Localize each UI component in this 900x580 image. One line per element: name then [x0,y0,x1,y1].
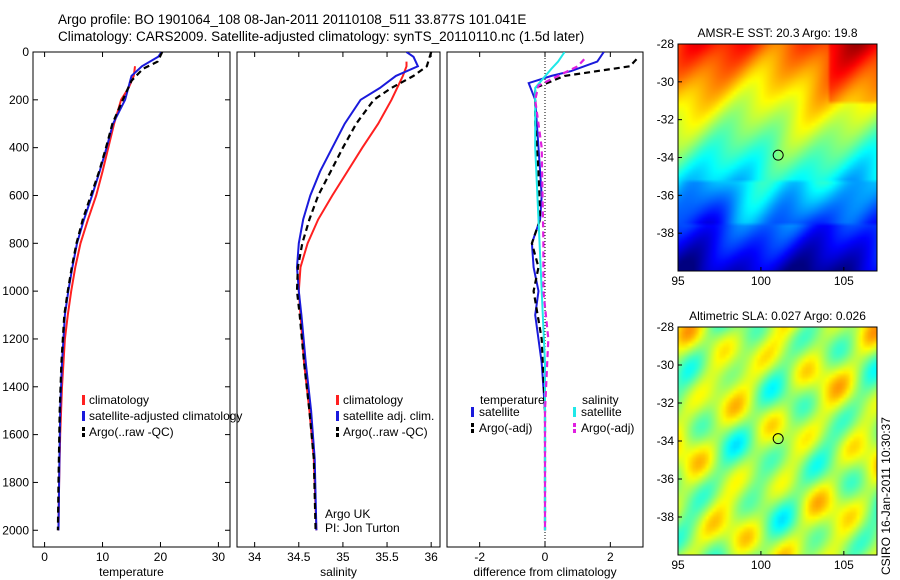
legend-marker [336,433,339,437]
x-tick-label: 0 [542,550,549,564]
legend-marker [336,411,339,421]
map-y-tick-label: -38 [657,510,675,524]
sla-map-title: Altimetric SLA: 0.027 Argo: 0.026 [689,309,866,323]
map-x-tick-label: 95 [671,274,685,288]
map-y-tick-label: -32 [657,113,675,127]
sst-map-raster [678,44,877,271]
map-x-tick-label: 95 [671,558,685,572]
y-tick-label: 1400 [2,380,29,394]
x-tick-label: 36 [424,550,438,564]
y-tick-label: 1200 [2,332,29,346]
legend-entry: Argo(-adj) [479,421,532,435]
legend-marker [573,407,576,417]
argo-location-marker [772,433,784,445]
map-y-tick-label: -30 [657,358,675,372]
y-tick-label: 400 [9,141,29,155]
figure-title-line1: Argo profile: BO 1901064_108 08-Jan-2011… [58,12,527,27]
map-y-tick-label: -36 [657,188,675,202]
legend-entry: satellite adj. clim. [343,409,434,423]
legend-entry: Argo(-adj) [581,421,634,435]
x-tick-label: 10 [96,550,110,564]
x-tick-label: 35 [336,550,350,564]
legend-title-temperature: temperature [480,393,545,407]
legend-marker [573,429,576,433]
legend-entry: satellite-adjusted climatology [89,409,242,423]
platform-annotation: Argo UK [325,507,370,521]
legend-marker [336,395,339,405]
x-tick-label: 0 [41,550,48,564]
map-y-tick-label: -28 [657,37,675,51]
map-x-tick-label: 105 [834,558,854,572]
series-line-satellite-adj-clim- [295,52,420,531]
legend-marker [471,423,474,427]
y-tick-label: 2000 [2,523,29,537]
legend-marker [471,429,474,433]
y-tick-label: 800 [9,236,29,250]
legend-marker [82,411,85,421]
legend-entry: satellite [479,405,520,419]
map-y-tick-label: -32 [657,396,675,410]
legend-entry: satellite [581,405,622,419]
y-tick-label: 200 [9,93,29,107]
map-x-tick-label: 105 [834,274,854,288]
x-axis-label: difference from climatology [473,565,616,579]
map-y-tick-label: -34 [657,151,675,165]
legend-title-salinity: salinity [582,393,619,407]
sla-map-raster [678,327,877,555]
series-line-argo-raw-qc- [56,52,164,531]
y-tick-label: 1000 [2,284,29,298]
map-y-tick-label: -34 [657,434,675,448]
x-axis-label: temperature [99,565,164,579]
legend-entry: Argo(..raw -QC) [343,425,428,439]
pi-annotation: PI: Jon Turton [325,521,400,535]
x-tick-label: 34.5 [287,550,311,564]
map-y-tick-label: -28 [657,320,675,334]
y-tick-label: 1600 [2,428,29,442]
legend-marker [82,395,85,405]
x-tick-label: -2 [474,550,485,564]
salinity-panel-frame [236,51,441,548]
y-tick-label: 600 [9,188,29,202]
x-tick-label: 34 [248,550,262,564]
map-x-tick-label: 100 [751,558,771,572]
argo-location-marker [772,149,784,161]
legend-marker [82,427,85,431]
temperature-panel-frame [32,51,231,548]
y-tick-label: 0 [22,45,29,59]
sst-map-image [678,44,877,271]
x-tick-label: 20 [154,550,168,564]
legend-marker [471,407,474,417]
x-tick-label: 30 [212,550,226,564]
x-tick-label: 35.5 [375,550,399,564]
sst-map-title: AMSR-E SST: 20.3 Argo: 19.8 [697,26,857,40]
series-line-argo-raw-qc- [295,52,433,531]
figure-title-line2: Climatology: CARS2009. Satellite-adjuste… [58,29,585,44]
x-axis-label: salinity [320,565,357,579]
series-line-temperature-argo-adj- [530,58,638,531]
map-x-tick-label: 100 [751,274,771,288]
y-tick-label: 1800 [2,475,29,489]
legend-marker [336,427,339,431]
x-tick-label: 2 [607,550,614,564]
map-y-tick-label: -38 [657,226,675,240]
map-y-tick-label: -30 [657,75,675,89]
series-line-salinity-argo-adj- [534,58,586,531]
legend-marker [82,433,85,437]
series-line-salinity-satellite [534,52,566,531]
legend-entry: climatology [343,393,403,407]
legend-entry: climatology [89,393,149,407]
legend-marker [573,423,576,427]
map-y-tick-label: -36 [657,472,675,486]
legend-entry: Argo(..raw -QC) [89,425,174,439]
sla-map-image [678,327,877,555]
